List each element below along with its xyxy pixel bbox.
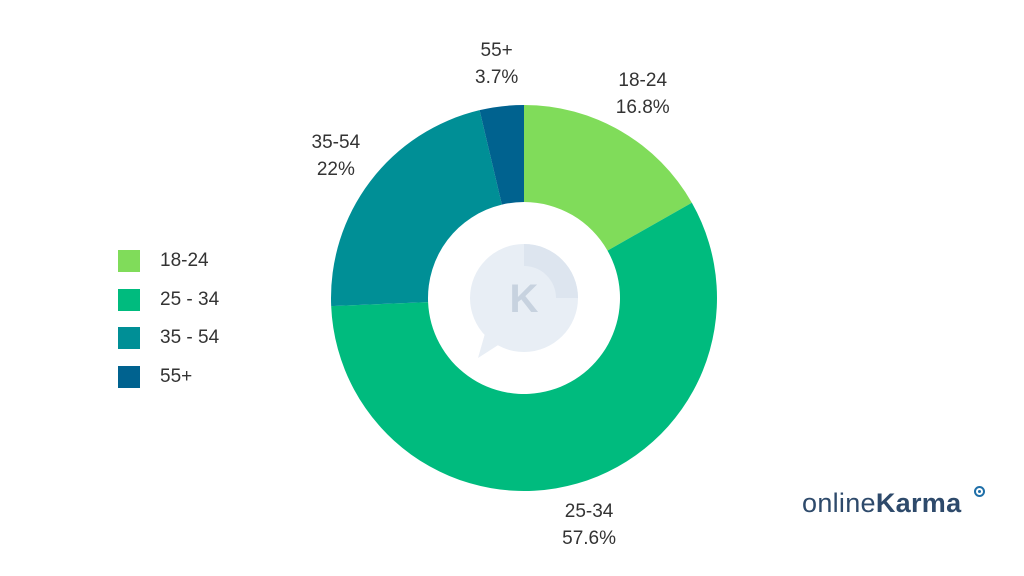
slice-category-label: 35-54 xyxy=(311,131,361,153)
slice-value-label: 3.7% xyxy=(475,66,519,88)
slice-label-25-34: 25-34 57.6% xyxy=(562,498,616,552)
svg-text:K: K xyxy=(510,277,539,321)
brand-logo: onlineKarma xyxy=(802,488,961,519)
legend-label: 55+ xyxy=(160,365,193,387)
legend-item: 35 - 54 xyxy=(118,319,219,358)
legend-item: 25 - 34 xyxy=(118,281,219,320)
slice-category-label: 25-34 xyxy=(564,500,614,522)
slice-label-55+: 55+ 3.7% xyxy=(475,37,518,91)
legend-swatch xyxy=(118,250,140,273)
brand-text-light: online xyxy=(802,488,876,518)
slice-category-label: 55+ xyxy=(480,39,513,61)
legend-label: 35 - 54 xyxy=(160,327,220,349)
slice-35-54 xyxy=(331,110,502,307)
slice-value-label: 57.6% xyxy=(562,527,616,549)
slice-category-label: 18-24 xyxy=(618,70,668,92)
slice-label-35-54: 35-54 22% xyxy=(312,129,361,183)
brand-text-bold: Karma xyxy=(875,488,962,518)
slice-value-label: 16.8% xyxy=(615,97,670,119)
slice-18-24 xyxy=(524,105,692,251)
slice-25-34 xyxy=(331,202,717,492)
legend-item: 18-24 xyxy=(118,242,219,281)
legend-swatch xyxy=(118,365,140,388)
slice-55+ xyxy=(479,105,524,205)
legend-item: 55+ xyxy=(118,358,219,397)
legend-label: 18-24 xyxy=(160,250,209,272)
slice-value-label: 22% xyxy=(316,158,355,180)
legend-swatch xyxy=(118,327,140,350)
brand-dot-icon xyxy=(974,486,985,497)
legend-label: 25 - 34 xyxy=(160,288,220,310)
legend: 18-24 25 - 34 35 - 54 55+ xyxy=(118,242,219,396)
chat-bubble-k-logo-icon: K xyxy=(470,244,578,358)
legend-swatch xyxy=(118,288,140,311)
slice-label-18-24: 18-24 16.8% xyxy=(616,67,670,121)
